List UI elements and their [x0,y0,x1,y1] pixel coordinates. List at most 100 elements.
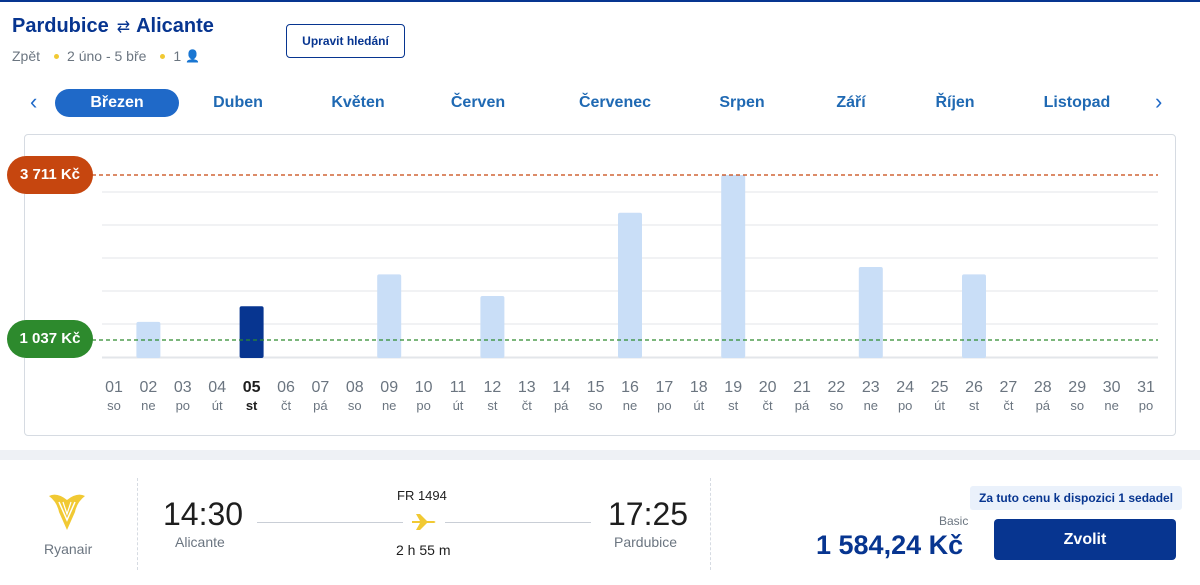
passenger-count: 1 [173,48,182,64]
day-label-08[interactable]: 08 [346,379,364,396]
destination-city: Alicante [136,15,214,37]
day-label-14[interactable]: 14 [552,379,570,396]
seats-availability-badge: Za tuto cenu k dispozici 1 sedadel [970,486,1183,510]
day-label-20[interactable]: 20 [759,379,777,396]
divider [137,478,138,570]
weekday-label-31: po [1139,398,1153,413]
day-label-31[interactable]: 31 [1137,379,1155,396]
weekday-label-14: pá [554,398,569,413]
day-label-12[interactable]: 12 [484,379,502,396]
day-label-16[interactable]: 16 [621,379,639,396]
day-label-30[interactable]: 30 [1103,379,1121,396]
tab-month-cerven[interactable]: Červen [450,94,506,111]
trip-dates: 2 úno - 5 bře [67,48,147,64]
price-bar-19[interactable] [721,175,746,358]
route-title: Pardubice ⇄ Alicante [12,15,214,38]
flight-price: 1 584,24 Kč [816,530,964,560]
day-label-05[interactable]: 05 [243,379,261,396]
tab-month-duben[interactable]: Duben [213,94,263,111]
weekday-label-22: so [830,398,844,413]
price-bar-23[interactable] [858,267,883,358]
day-label-13[interactable]: 13 [518,379,536,396]
day-label-25[interactable]: 25 [931,379,949,396]
day-label-03[interactable]: 03 [174,379,192,396]
day-label-19[interactable]: 19 [724,379,742,396]
tab-month-listopad[interactable]: Listopad [1043,94,1111,111]
tab-month-rijen[interactable]: Říjen [935,94,975,111]
day-label-17[interactable]: 17 [656,379,674,396]
price-bar-09[interactable] [377,274,402,358]
weekday-label-12: st [487,398,498,413]
back-link[interactable]: Zpět [12,48,41,64]
price-bar-05[interactable] [239,306,264,358]
flight-number: FR 1494 [397,488,447,503]
route-line [257,522,403,523]
tab-month-brezen[interactable]: Březen [55,89,179,117]
weekday-label-04: út [212,398,223,413]
price-bar-chart: 01 so 02 ne 03 po 04 út 05 st 06 čt 07 pá 08 so 09 ne 10 po… [92,174,1158,413]
max-price-badge: 3 711 Kč [7,156,93,194]
day-label-26[interactable]: 26 [965,379,983,396]
tab-month-zari[interactable]: Září [836,94,866,111]
day-label-27[interactable]: 27 [1000,379,1018,396]
day-label-24[interactable]: 24 [896,379,914,396]
chevron-left-icon[interactable]: ‹ [30,89,38,114]
weekday-label-29: so [1070,398,1084,413]
weekday-label-13: čt [522,398,533,413]
tab-month-kveten[interactable]: Květen [331,94,385,111]
day-label-23[interactable]: 23 [862,379,880,396]
price-bar-26[interactable] [962,274,986,358]
day-label-07[interactable]: 07 [312,379,330,396]
separator-dot-icon [54,53,60,59]
flight-duration: 2 h 55 m [396,542,451,558]
choose-flight-button[interactable]: Zvolit [994,519,1176,560]
tab-month-cervenec[interactable]: Červenec [578,94,652,111]
day-label-22[interactable]: 22 [828,379,846,396]
trip-summary: Zpět 2 úno - 5 bře 1 👤 [12,48,200,64]
price-bar-12[interactable] [480,296,505,358]
weekday-label-09: ne [382,398,396,413]
origin-city: Pardubice [12,15,109,37]
day-label-02[interactable]: 02 [140,379,158,396]
chevron-right-icon[interactable]: › [1155,89,1163,114]
day-label-11[interactable]: 11 [450,379,467,396]
plane-icon [412,514,436,530]
fare-type: Basic [939,514,969,528]
person-icon: 👤 [185,49,201,63]
weekday-label-06: čt [281,398,292,413]
weekday-label-25: út [934,398,945,413]
weekday-label-07: pá [313,398,328,413]
day-label-18[interactable]: 18 [690,379,708,396]
weekday-label-11: út [453,398,464,413]
departure-time: 14:30 [163,496,244,532]
price-bar-16[interactable] [618,212,642,358]
day-label-09[interactable]: 09 [380,379,398,396]
arrival-time: 17:25 [608,496,689,532]
day-label-06[interactable]: 06 [277,379,295,396]
separator-dot-icon [160,53,166,59]
weekday-label-27: čt [1003,398,1014,413]
weekday-label-16: ne [623,398,637,413]
tab-month-srpen[interactable]: Srpen [719,94,765,111]
day-label-04[interactable]: 04 [208,379,226,396]
day-label-28[interactable]: 28 [1034,379,1052,396]
weekday-label-21: pá [795,398,810,413]
carrier-name: Ryanair [44,541,93,557]
weekday-label-15: so [589,398,603,413]
day-label-29[interactable]: 29 [1068,379,1086,396]
day-label-01[interactable]: 01 [105,379,123,396]
day-label-10[interactable]: 10 [415,379,433,396]
weekday-label-03: po [176,398,190,413]
day-label-15[interactable]: 15 [587,379,605,396]
weekday-label-23: ne [864,398,878,413]
weekday-label-01: so [107,398,121,413]
swap-arrows-icon: ⇄ [116,18,130,36]
divider [710,478,711,570]
day-label-21[interactable]: 21 [793,379,811,396]
weekday-label-02: ne [141,398,155,413]
weekday-label-17: po [657,398,671,413]
weekday-label-28: pá [1036,398,1051,413]
edit-search-button[interactable]: Upravit hledání [286,24,405,58]
weekday-label-26: st [969,398,980,413]
search-header: Pardubice ⇄ Alicante Zpět 2 úno - 5 bře … [0,0,1200,78]
